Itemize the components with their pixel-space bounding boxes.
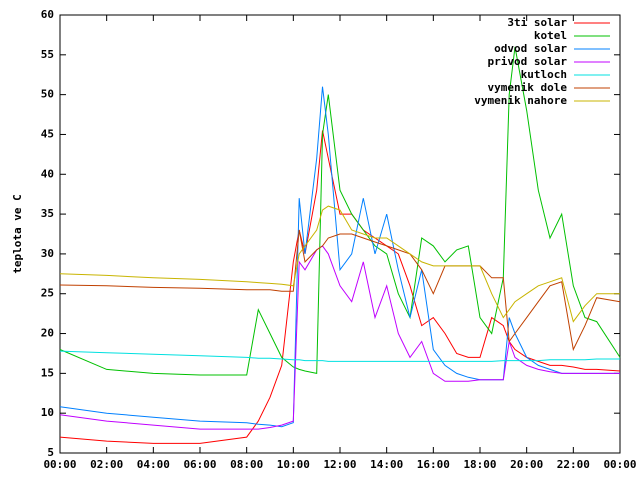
series-line (59, 86, 620, 428)
legend-label: 3ti solar (507, 16, 567, 29)
x-tick-label: 18:00 (463, 458, 496, 471)
x-tick-label: 22:00 (557, 458, 590, 471)
x-tick-label: 04:00 (137, 458, 170, 471)
legend-label: kutloch (521, 68, 567, 81)
y-tick-label: 10 (41, 406, 54, 419)
y-tick-label: 45 (41, 127, 54, 140)
x-tick-label: 20:00 (510, 458, 543, 471)
series-line (59, 130, 621, 444)
y-tick-label: 20 (41, 327, 54, 340)
legend-label: privod solar (488, 55, 568, 68)
x-tick-label: 08:00 (230, 458, 263, 471)
legend-label: odvod solar (494, 42, 567, 55)
series-line (59, 350, 620, 362)
legend-label: vymenik nahore (474, 94, 567, 107)
x-tick-label: 00:00 (603, 458, 636, 471)
series-line (59, 229, 621, 352)
x-tick-label: 14:00 (370, 458, 403, 471)
x-tick-label: 06:00 (183, 458, 216, 471)
legend-label: kotel (534, 29, 567, 42)
y-tick-label: 60 (41, 8, 54, 21)
x-tick-label: 12:00 (323, 458, 356, 471)
x-tick-label: 10:00 (277, 458, 310, 471)
y-tick-label: 40 (41, 167, 54, 180)
x-tick-label: 02:00 (90, 458, 123, 471)
series-line (59, 245, 620, 430)
series-line (59, 46, 621, 376)
y-tick-label: 50 (41, 88, 54, 101)
series-line (59, 205, 620, 323)
y-tick-label: 30 (41, 247, 54, 260)
y-tick-label: 35 (41, 207, 54, 220)
legend-label: vymenik dole (488, 81, 568, 94)
y-tick-label: 55 (41, 48, 54, 61)
x-tick-label: 00:00 (43, 458, 76, 471)
y-axis-label: teplota ve C (11, 194, 24, 273)
y-tick-label: 25 (41, 287, 54, 300)
x-tick-label: 16:00 (417, 458, 450, 471)
y-tick-label: 5 (47, 446, 54, 459)
y-tick-label: 15 (41, 366, 54, 379)
